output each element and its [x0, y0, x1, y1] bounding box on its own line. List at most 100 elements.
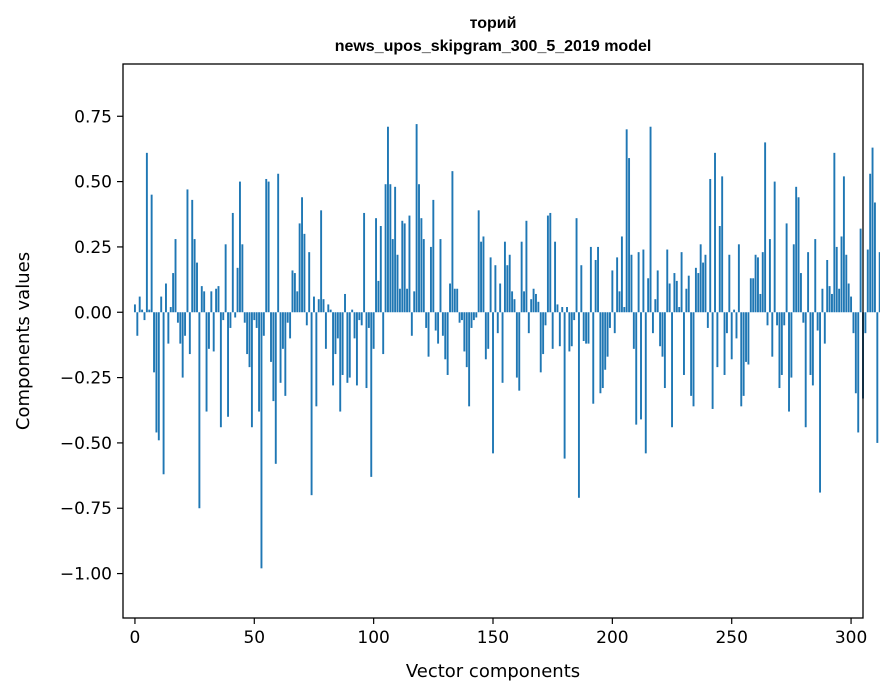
bar-102 [377, 280, 380, 313]
bar-168 [535, 293, 537, 313]
bar-25 [193, 239, 196, 313]
bar-254 [740, 312, 743, 407]
bar-20 [181, 312, 184, 378]
bar-15 [169, 307, 172, 313]
bar-287 [819, 312, 821, 493]
bar-270 [778, 312, 781, 389]
bar-86 [339, 312, 342, 412]
bar-261 [757, 257, 759, 313]
plot-frame [122, 63, 864, 619]
bar-116 [410, 312, 413, 336]
bar-212 [640, 312, 642, 420]
bar-85 [336, 312, 339, 339]
bar-308 [869, 173, 872, 313]
bar-108 [391, 239, 394, 313]
bar-279 [799, 273, 802, 313]
bar-69 [298, 223, 301, 313]
bar-95 [360, 312, 363, 326]
bar-206 [625, 129, 628, 313]
bar-87 [341, 312, 344, 375]
y-tick-label: −0.50 [60, 434, 112, 454]
bar-246 [721, 176, 724, 313]
bar-121 [422, 239, 425, 313]
bar-303 [857, 312, 860, 433]
bar-210 [635, 312, 638, 425]
bar-40 [229, 312, 232, 328]
bar-204 [620, 236, 623, 313]
bar-284 [811, 312, 814, 386]
bar-119 [418, 184, 420, 313]
y-tick-label: 0.50 [74, 173, 112, 193]
bar-129 [441, 312, 444, 336]
bar-250 [730, 312, 733, 360]
bar-293 [833, 152, 836, 313]
bar-298 [845, 254, 848, 313]
y-tick-label: −0.25 [60, 369, 112, 389]
bar-11 [160, 296, 163, 313]
bar-221 [661, 312, 664, 357]
y-tick-label: 0.25 [74, 238, 112, 258]
bar-101 [375, 218, 377, 313]
bar-258 [749, 278, 752, 313]
bar-198 [606, 312, 609, 357]
bar-268 [773, 181, 776, 313]
bar-155 [503, 241, 506, 313]
bar-117 [413, 291, 416, 313]
y-tick-label: 0.75 [74, 107, 112, 127]
bar-153 [499, 283, 502, 313]
bar-187 [580, 265, 583, 313]
bar-300 [850, 296, 853, 313]
bar-290 [826, 259, 829, 313]
bar-91 [351, 309, 354, 313]
bar-73 [308, 252, 311, 313]
bar-137 [461, 312, 463, 321]
bar-31 [207, 312, 210, 349]
bar-175 [551, 312, 554, 349]
bar-110 [396, 254, 399, 313]
bar-89 [346, 312, 349, 383]
bar-78 [320, 210, 323, 313]
bar-6 [148, 309, 151, 313]
bar-128 [439, 239, 442, 313]
bar-195 [599, 312, 602, 394]
bar-151 [494, 265, 497, 313]
bar-235 [694, 267, 697, 313]
bar-47 [246, 312, 249, 355]
bar-215 [647, 278, 650, 313]
bar-192 [592, 312, 595, 404]
bar-113 [403, 223, 406, 313]
bar-301 [852, 312, 855, 334]
bar-63 [284, 312, 287, 396]
bar-299 [847, 283, 850, 313]
bar-257 [747, 312, 750, 365]
bar-98 [367, 312, 370, 328]
x-tick-label: 200 [596, 628, 628, 648]
bar-9 [155, 312, 158, 433]
chart-title-line2: news_upos_skipgram_300_5_2019 model [335, 38, 652, 55]
bar-233 [690, 312, 693, 396]
bar-272 [783, 312, 786, 326]
bar-312 [878, 252, 880, 313]
bar-17 [174, 239, 177, 313]
bar-122 [425, 312, 428, 328]
bar-202 [616, 257, 619, 313]
bar-311 [876, 312, 879, 443]
bar-249 [728, 254, 731, 313]
bar-162 [520, 241, 523, 313]
x-axis-ticks: 0 50 100 150 200 250 300 [130, 618, 867, 648]
bar-169 [537, 301, 540, 313]
bar-160 [515, 312, 518, 378]
bar-36 [219, 312, 222, 428]
bar-230 [683, 312, 685, 375]
bar-1 [136, 312, 139, 336]
bar-62 [281, 312, 284, 349]
bar-220 [659, 312, 662, 347]
bar-53 [260, 312, 263, 569]
bar-14 [167, 312, 170, 344]
bar-178 [558, 312, 561, 347]
bar-276 [792, 244, 795, 313]
bar-253 [737, 244, 740, 313]
bar-103 [379, 226, 382, 313]
bar-42 [234, 312, 237, 318]
